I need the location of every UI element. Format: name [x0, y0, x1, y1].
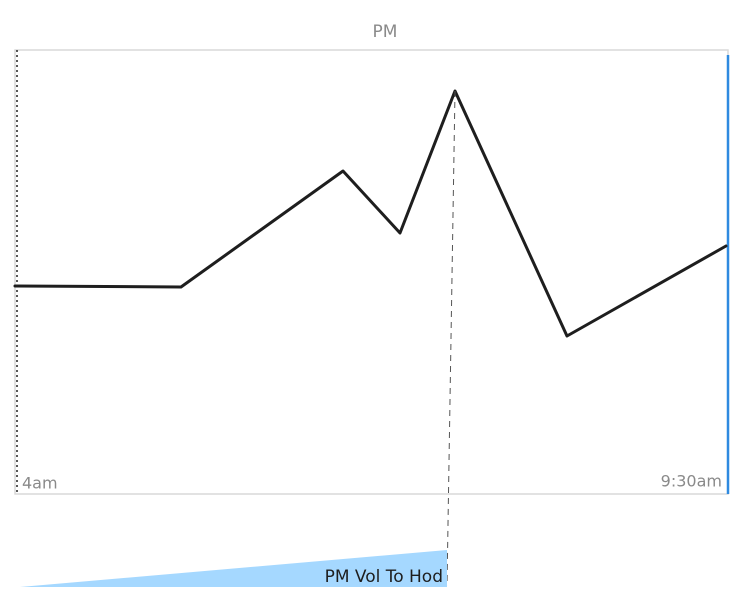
title: PM [373, 22, 398, 42]
end-label: 9:30am [661, 472, 722, 491]
price-line [13, 89, 728, 338]
hod-guide [446, 90, 456, 587]
frame [14, 49, 729, 495]
volume-label: PM Vol To Hod [325, 567, 443, 587]
volume-wedge [20, 550, 447, 587]
start-label: 4am [22, 474, 58, 493]
